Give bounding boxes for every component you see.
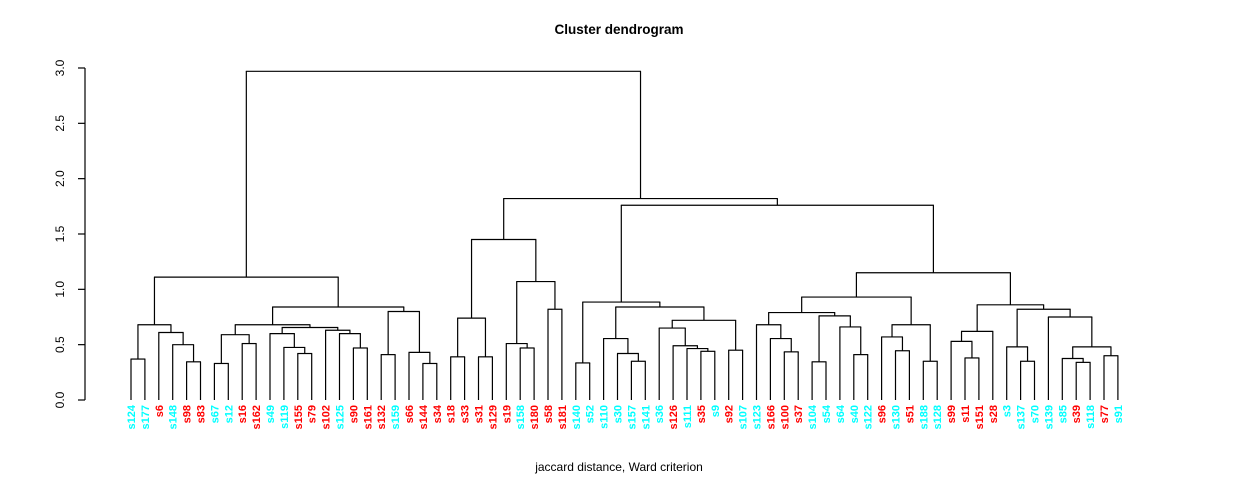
y-tick-label: 2.0 — [53, 170, 67, 187]
leaf-label: s129 — [487, 405, 499, 429]
leaf-label: s128 — [932, 405, 944, 429]
leaf-label: s180 — [529, 405, 541, 429]
leaf-label: s70 — [1030, 405, 1042, 423]
leaf-label: s177 — [140, 405, 152, 429]
leaf-label: s132 — [376, 405, 388, 429]
leaf-label: s140 — [571, 405, 583, 429]
leaf-label: s28 — [988, 405, 1000, 423]
leaf-label: s91 — [1113, 405, 1125, 423]
chart-title: Cluster dendrogram — [554, 22, 684, 37]
y-tick-label: 2.5 — [53, 115, 67, 132]
leaf-label: s40 — [849, 405, 861, 423]
leaf-label: s166 — [765, 405, 777, 429]
leaf-label: s98 — [182, 405, 194, 423]
y-tick-label: 1.5 — [53, 225, 67, 242]
leaf-label: s9 — [710, 405, 722, 417]
leaf-label: s39 — [1071, 405, 1083, 423]
leaf-label: s151 — [974, 405, 986, 429]
leaf-label: s37 — [793, 405, 805, 423]
leaf-label: s126 — [668, 405, 680, 429]
leaf-label: s122 — [863, 405, 875, 429]
y-tick-label: 3.0 — [53, 59, 67, 76]
leaf-label: s162 — [251, 405, 263, 429]
leaf-label: s100 — [779, 405, 791, 429]
leaf-label: s49 — [265, 405, 277, 423]
leaf-label: s96 — [877, 405, 889, 423]
leaf-label: s16 — [237, 405, 249, 423]
leaf-label: s92 — [724, 405, 736, 423]
leaf-label: s118 — [1085, 405, 1097, 429]
leaf-label: s3 — [1002, 405, 1014, 417]
leaf-label: s79 — [307, 405, 319, 423]
leaf-label: s161 — [362, 405, 374, 429]
leaf-label: s130 — [891, 405, 903, 429]
y-tick-label: 0.0 — [53, 391, 67, 408]
leaf-label: s6 — [154, 405, 166, 417]
leaf-label: s110 — [599, 405, 611, 429]
chart-caption: jaccard distance, Ward criterion — [535, 460, 703, 474]
leaf-label: s159 — [390, 405, 402, 429]
leaf-label: s52 — [585, 405, 597, 423]
leaf-label: s99 — [946, 405, 958, 423]
leaf-label: s119 — [279, 405, 291, 429]
leaf-label: s77 — [1099, 405, 1111, 423]
leaf-label: s66 — [404, 405, 416, 423]
leaf-label: s11 — [960, 405, 972, 423]
leaf-label: s141 — [640, 405, 652, 429]
leaf-label: s137 — [1016, 405, 1028, 429]
leaf-label: s54 — [821, 404, 833, 423]
leaf-label: s67 — [209, 405, 221, 423]
leaf-label: s125 — [335, 405, 347, 429]
leaf-label: s31 — [474, 405, 486, 423]
leaf-label: s111 — [682, 405, 694, 428]
leaf-label: s90 — [348, 405, 360, 423]
leaf-label: s123 — [752, 405, 764, 429]
leaf-label: s181 — [557, 405, 569, 429]
leaf-label: s85 — [1057, 405, 1069, 423]
leaf-label: s139 — [1043, 405, 1055, 429]
leaf-label: s51 — [904, 405, 916, 423]
leaf-label: s104 — [807, 404, 819, 429]
leaf-label: s83 — [196, 405, 208, 423]
leaf-label: s158 — [515, 405, 527, 429]
leaf-label: s36 — [654, 405, 666, 423]
leaf-label: s157 — [626, 405, 638, 429]
leaf-label: s35 — [696, 405, 708, 423]
leaf-label: s30 — [613, 405, 625, 423]
leaf-label: s124 — [126, 404, 138, 429]
leaf-label: s64 — [835, 404, 847, 423]
y-tick-label: 0.5 — [53, 336, 67, 353]
leaf-label: s155 — [293, 405, 305, 429]
leaf-label: s34 — [432, 404, 444, 423]
leaf-label: s12 — [223, 405, 235, 423]
leaf-label: s33 — [460, 405, 472, 423]
leaf-label: s18 — [446, 405, 458, 423]
leaf-label: s144 — [418, 404, 430, 429]
leaf-label: s188 — [918, 405, 930, 429]
leaf-label: s102 — [321, 405, 333, 429]
leaf-label: s19 — [501, 405, 513, 423]
leaf-label: s107 — [738, 405, 750, 429]
y-tick-label: 1.0 — [53, 281, 67, 298]
leaf-label: s148 — [168, 405, 180, 429]
leaf-label: s58 — [543, 405, 555, 423]
